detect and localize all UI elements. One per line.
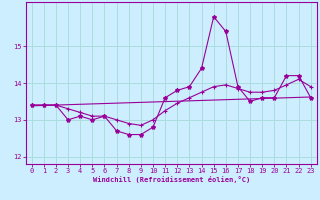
- X-axis label: Windchill (Refroidissement éolien,°C): Windchill (Refroidissement éolien,°C): [92, 176, 250, 183]
